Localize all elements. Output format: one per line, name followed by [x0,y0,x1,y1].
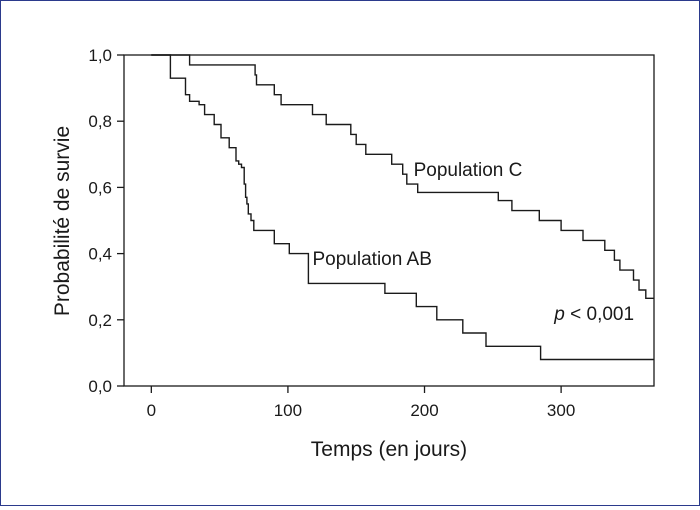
y-tick-label: 0,6 [88,178,112,197]
x-axis: 0 100 200 300 [147,386,575,420]
plot-area-border [123,54,655,387]
series-group [151,54,654,361]
y-axis-label: Probabilité de survie [51,126,74,316]
annotations-group: Population C Population AB p < 0,001 [313,160,635,325]
y-tick-label: 0,0 [88,377,112,396]
y-tick-label: 0,8 [88,112,112,131]
y-axis: 0,0 0,2 0,4 0,6 0,8 1,0 [88,46,124,396]
x-axis-label: Temps (en jours) [311,438,467,461]
y-tick-label: 0,2 [88,311,112,330]
y-tick-label: 0,4 [88,245,112,264]
x-tick-label: 100 [274,401,302,420]
x-tick-label: 0 [147,401,156,420]
series-population-ab-line [151,54,654,361]
annotation-label: Population AB [313,249,432,270]
annotation-label: Population C [414,160,523,181]
y-tick-label: 1,0 [88,46,112,65]
annotation-label: p < 0,001 [553,304,634,325]
series-population-c-line [151,54,654,299]
x-tick-label: 300 [547,401,575,420]
x-tick-label: 200 [410,401,438,420]
